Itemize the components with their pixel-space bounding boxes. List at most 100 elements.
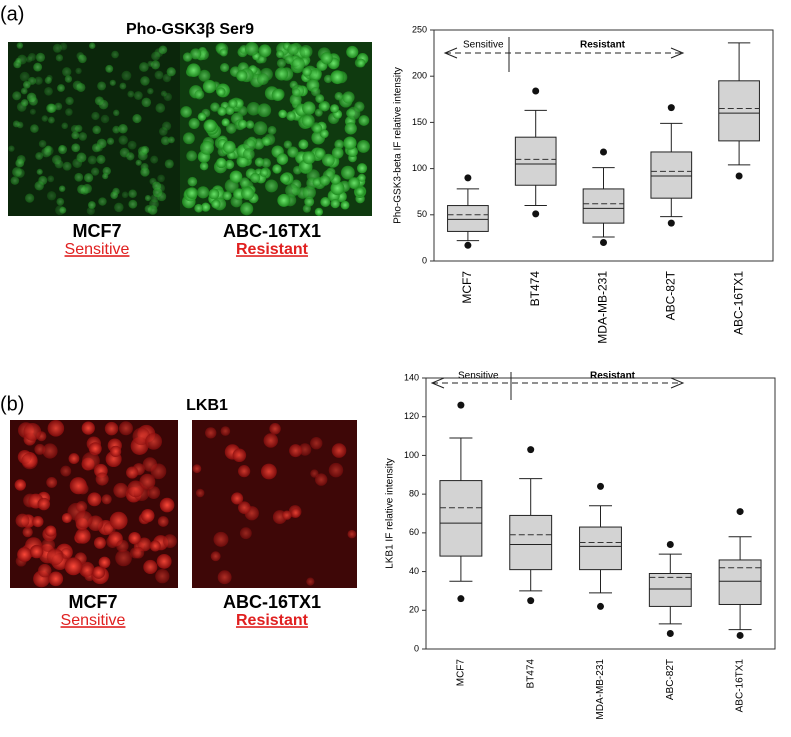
y-axis-label: LKB1 IF relative intensity [385, 458, 396, 569]
cell [217, 106, 227, 116]
cell [240, 202, 254, 216]
box-group [718, 508, 762, 639]
cell [271, 88, 284, 102]
micrograph [180, 42, 372, 216]
cell [149, 177, 157, 185]
cell [10, 176, 20, 185]
cell [21, 99, 29, 107]
cell [298, 443, 312, 456]
box [582, 188, 625, 224]
box [648, 573, 692, 607]
cell [198, 69, 211, 82]
cell [114, 202, 124, 213]
cell [140, 76, 150, 86]
cell [38, 140, 47, 148]
cell [58, 185, 66, 192]
cell [62, 161, 72, 171]
cell [78, 132, 88, 141]
cell [155, 103, 166, 113]
cell [302, 67, 312, 77]
cell [195, 488, 205, 498]
cell [242, 148, 255, 160]
y-tick-label: 0 [414, 643, 419, 653]
cell [299, 44, 313, 59]
x-tick-label: ABC-82T [663, 270, 677, 320]
box-group [718, 42, 760, 180]
cell [156, 183, 165, 193]
cell [197, 112, 207, 121]
cell [308, 68, 322, 82]
cell [92, 125, 101, 135]
cell [91, 143, 101, 153]
cell [12, 91, 22, 101]
cell [25, 193, 35, 203]
cell [291, 57, 305, 71]
cell [257, 103, 272, 118]
cell [221, 118, 230, 127]
cell [315, 94, 325, 104]
cell [46, 191, 57, 201]
cell [287, 146, 299, 158]
cell [110, 191, 119, 200]
x-tick-label: MCF7 [460, 271, 474, 304]
cell [254, 157, 265, 167]
cell [228, 98, 238, 109]
cell [150, 155, 159, 164]
cell [243, 138, 256, 152]
box [514, 136, 557, 186]
cell [140, 167, 150, 177]
y-tick-label: 250 [412, 24, 427, 34]
micrograph [192, 420, 357, 588]
cell [127, 140, 137, 150]
cell [54, 159, 64, 169]
cell [226, 123, 237, 134]
box [579, 526, 622, 571]
cell [347, 106, 361, 120]
outlier [597, 482, 604, 490]
cell [182, 132, 195, 145]
cell [100, 114, 110, 124]
box [439, 480, 483, 557]
cell [156, 191, 167, 202]
box [509, 514, 553, 571]
cell [64, 557, 83, 576]
cell [157, 516, 169, 527]
cell [113, 109, 120, 117]
cell [139, 62, 149, 72]
cell [154, 48, 164, 58]
outlier [600, 239, 607, 247]
cell [220, 63, 230, 73]
cell [116, 539, 129, 553]
y-tick-label: 140 [404, 372, 419, 382]
cell [321, 153, 335, 167]
cell [101, 494, 112, 505]
y-tick-label: 20 [409, 605, 419, 615]
cell [162, 121, 172, 131]
cell [310, 437, 323, 450]
sensitivity: Sensitive [61, 612, 126, 629]
cell [132, 114, 142, 124]
outlier [666, 630, 674, 638]
cell [187, 176, 198, 187]
x-tick-label: BT474 [528, 271, 542, 307]
y-tick-label: 60 [409, 527, 419, 537]
cell [330, 199, 340, 209]
cell [47, 116, 55, 124]
cell [343, 136, 357, 150]
cell [220, 426, 231, 436]
cell [60, 548, 72, 559]
cell [55, 205, 65, 216]
cell [32, 515, 44, 528]
cell [210, 551, 221, 562]
cell [29, 544, 44, 559]
cell [314, 108, 323, 117]
cell [229, 170, 243, 184]
cell [182, 52, 193, 62]
cell [83, 173, 94, 183]
cell [298, 139, 309, 150]
cell [203, 119, 217, 133]
cell [23, 80, 31, 89]
cell [194, 89, 205, 100]
outlier [736, 508, 744, 516]
cell [276, 153, 289, 165]
